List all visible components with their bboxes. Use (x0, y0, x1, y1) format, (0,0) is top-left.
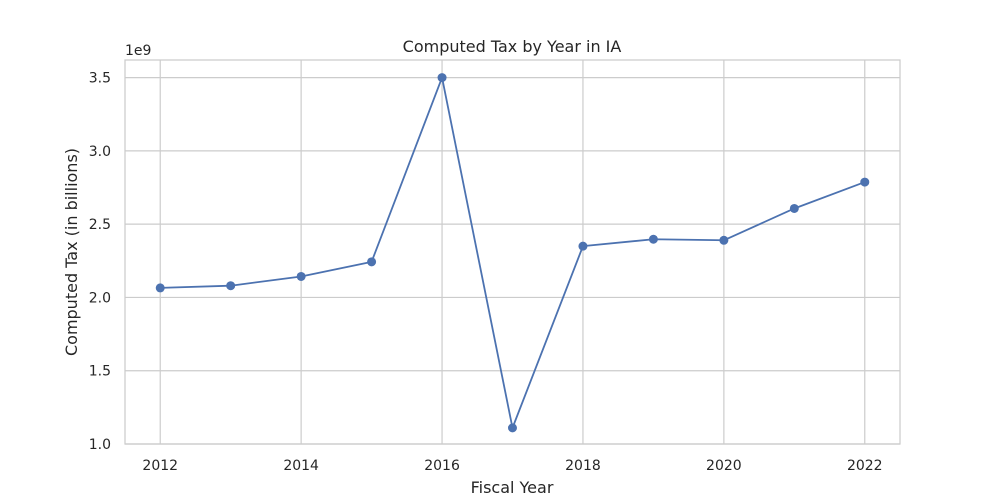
series-line (160, 76, 866, 429)
data-point (648, 234, 658, 244)
y-tick-label: 1.0 (89, 437, 111, 453)
data-point (226, 281, 236, 291)
y-tick-label: 3.0 (89, 144, 111, 160)
data-point (155, 283, 165, 293)
series-layer (155, 73, 870, 433)
x-tick-label: 2014 (283, 458, 319, 474)
grid-layer (125, 60, 900, 445)
chart-title: Computed Tax by Year in IA (403, 37, 622, 56)
data-point (860, 177, 870, 187)
data-point (508, 423, 517, 433)
y-axis-ticks: 1.0 1.5 2.0 2.5 3.0 3.5 (89, 71, 111, 453)
y-tick-label: 2.5 (89, 217, 111, 233)
x-axis-label: Fiscal Year (471, 478, 554, 497)
y-tick-label: 2.0 (89, 290, 111, 306)
data-point (578, 241, 588, 251)
y-axis-offset-label: 1e9 (125, 43, 151, 59)
y-tick-label: 3.5 (89, 71, 111, 87)
data-point (719, 235, 729, 245)
x-tick-label: 2018 (565, 458, 601, 474)
x-tick-label: 2012 (142, 458, 178, 474)
data-point (367, 257, 377, 267)
x-tick-label: 2016 (424, 458, 460, 474)
y-tick-label: 1.5 (89, 364, 111, 380)
data-point (789, 203, 799, 213)
x-axis-ticks: 2012 2014 2016 2018 2020 2022 (142, 458, 882, 474)
x-tick-label: 2022 (847, 458, 883, 474)
y-axis-label: Computed Tax (in billions) (62, 148, 81, 356)
plot-frame (124, 59, 901, 445)
data-point (437, 73, 447, 83)
x-tick-label: 2020 (706, 458, 742, 474)
data-point (296, 271, 306, 281)
